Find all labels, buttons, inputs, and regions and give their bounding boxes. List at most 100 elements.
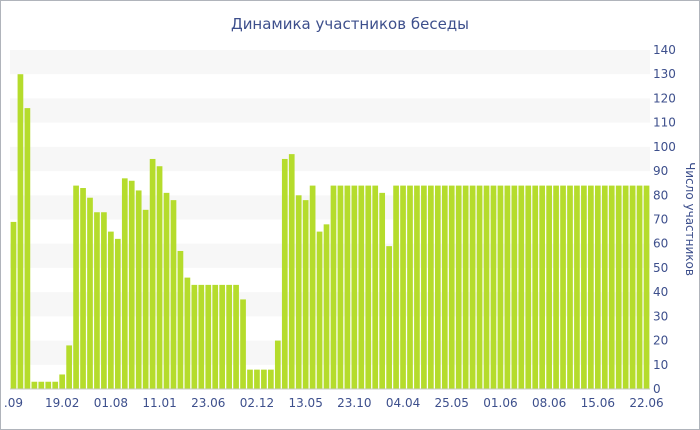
y-tick-label: 140 <box>653 43 676 57</box>
y-tick-label: 10 <box>653 358 668 372</box>
bar <box>483 185 490 389</box>
y-tick-label: 120 <box>653 91 676 105</box>
y-tick-label: 90 <box>653 164 668 178</box>
bar <box>233 284 239 389</box>
bar <box>135 190 142 389</box>
bar <box>434 185 441 389</box>
bar <box>539 185 546 389</box>
bar <box>80 188 86 389</box>
x-axis-ticks: .09 19.02 01.08 11.01 23.06 02.12 13.05 23.10 04… <box>4 396 664 410</box>
bar <box>295 195 302 389</box>
y-tick-label: 110 <box>653 116 676 130</box>
bar <box>121 178 128 389</box>
bar <box>469 185 476 389</box>
bar <box>490 185 497 389</box>
x-tick-label: 19.02 <box>45 396 79 410</box>
x-tick-label: 25.05 <box>435 396 469 410</box>
bar <box>247 369 253 389</box>
bar <box>302 200 309 389</box>
bar <box>574 185 580 389</box>
x-tick-label: .09 <box>4 396 23 410</box>
bar <box>281 158 288 389</box>
bar <box>629 185 636 389</box>
bar <box>219 284 226 389</box>
x-tick-label: 08.06 <box>532 396 566 410</box>
y-tick-label: 40 <box>653 285 668 299</box>
y-tick-label: 20 <box>653 334 668 348</box>
x-tick-label: 23.10 <box>337 396 371 410</box>
y-tick-label: 50 <box>653 261 668 275</box>
bar <box>288 154 295 389</box>
x-tick-label: 23.06 <box>191 396 225 410</box>
bar <box>177 250 184 389</box>
bar <box>38 381 45 389</box>
bar <box>17 74 24 390</box>
bar <box>94 212 100 389</box>
bar <box>428 185 434 389</box>
y-tick-label: 0 <box>653 382 661 396</box>
bar <box>476 185 483 389</box>
bar <box>254 369 260 389</box>
bar <box>386 246 392 389</box>
y-tick-label: 130 <box>653 67 676 81</box>
bar <box>414 185 420 389</box>
bar <box>191 284 198 389</box>
bar <box>240 299 246 389</box>
grid-band <box>10 50 650 75</box>
bar <box>52 381 59 389</box>
bar <box>149 158 156 389</box>
bar <box>330 185 337 389</box>
bar <box>448 185 455 389</box>
x-tick-label: 01.08 <box>94 396 128 410</box>
bar <box>581 185 587 389</box>
bar <box>601 185 608 389</box>
bar <box>421 185 427 389</box>
grid-band <box>10 146 650 172</box>
bar <box>553 185 559 389</box>
y-tick-label: 70 <box>653 213 668 227</box>
bar <box>226 284 232 389</box>
bar <box>142 209 149 389</box>
bar <box>497 185 504 389</box>
bar <box>184 277 191 389</box>
bar <box>643 185 650 389</box>
bar <box>323 224 330 389</box>
bar <box>24 108 31 390</box>
bar <box>455 185 462 389</box>
bar <box>316 231 323 389</box>
x-tick-label: 15.06 <box>581 396 615 410</box>
bar-series <box>10 74 650 390</box>
bar <box>365 185 372 389</box>
bar <box>622 185 629 389</box>
x-tick-label: 01.06 <box>483 396 517 410</box>
y-tick-label: 30 <box>653 309 668 323</box>
x-tick-label: 11.01 <box>142 396 176 410</box>
bar <box>198 284 205 389</box>
bar <box>45 381 52 389</box>
bar <box>101 212 107 389</box>
bar <box>546 185 552 389</box>
chart-title: Динамика участников беседы <box>231 15 469 33</box>
bar <box>407 185 413 389</box>
y-axis-label: Число участников <box>683 162 697 276</box>
bar <box>73 185 79 389</box>
bar <box>170 200 177 389</box>
bar <box>128 180 135 389</box>
bar <box>309 185 316 389</box>
x-tick-label: 22.06 <box>629 396 663 410</box>
y-tick-label: 80 <box>653 188 668 202</box>
bar <box>504 185 511 389</box>
bar <box>10 221 17 389</box>
bar <box>608 185 615 389</box>
bar <box>205 284 212 389</box>
bar <box>525 185 532 389</box>
bar <box>379 192 386 389</box>
bar <box>87 197 93 389</box>
bar <box>59 374 66 389</box>
bar <box>156 166 163 389</box>
bar <box>615 185 622 389</box>
bar <box>567 185 573 389</box>
bar <box>268 369 274 389</box>
bar <box>400 185 406 389</box>
